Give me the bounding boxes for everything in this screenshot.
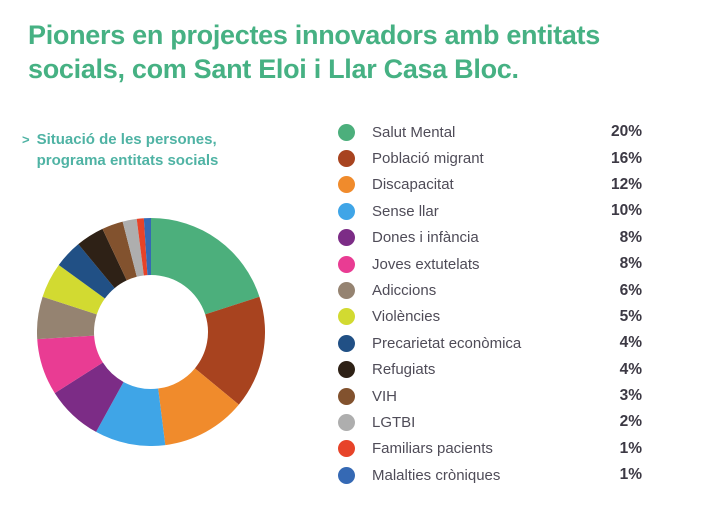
legend-value: 4% xyxy=(619,360,642,378)
legend-item-violencies: Violències 5% xyxy=(338,304,642,330)
chart-legend: Salut Mental 20% Població migrant 16% Discap… xyxy=(338,119,642,488)
donut-segment-familiars-pacients xyxy=(136,218,148,276)
donut-segment-discapacitat xyxy=(158,368,239,446)
legend-value: 16% xyxy=(610,149,642,167)
legend-swatch-familiars-pacients xyxy=(338,440,355,458)
legend-label: Joves extutelats xyxy=(372,255,480,273)
legend-label: Població migrant xyxy=(372,150,484,168)
donut-segment-lgtbi xyxy=(122,218,144,277)
legend-item-dones-i-infancia: Dones i infància 8% xyxy=(338,225,642,251)
legend-item-poblacio-migrant: Població migrant 16% xyxy=(338,145,642,171)
legend-label: Refugiats xyxy=(372,361,436,379)
legend-swatch-malalties-croniques xyxy=(338,466,355,484)
donut-chart xyxy=(37,218,265,446)
legend-label: LGTBI xyxy=(372,413,416,431)
legend-swatch-dones-i-infancia xyxy=(338,229,355,247)
legend-label: Violències xyxy=(372,308,441,326)
legend-swatch-sense-llar xyxy=(338,202,355,220)
legend-item-discapacitat: Discapacitat 12% xyxy=(338,172,642,198)
chart-caption-line-2: programa entitats socials xyxy=(36,152,219,169)
legend-label: Salut Mental xyxy=(372,123,456,141)
chart-caption-line-1: Situació de les persones, xyxy=(36,131,217,148)
legend-label: Adiccions xyxy=(372,282,437,300)
donut-segment-joves-extutelats xyxy=(37,335,103,394)
chevron-right-icon: > xyxy=(22,132,30,147)
legend-value: 8% xyxy=(619,228,642,246)
legend-swatch-poblacio-migrant xyxy=(338,150,355,168)
legend-item-familiars-pacients: Familiars pacients 1% xyxy=(338,436,642,462)
legend-value: 10% xyxy=(610,202,642,220)
legend-swatch-salut-mental xyxy=(338,123,355,141)
legend-value: 1% xyxy=(619,439,642,457)
legend-item-joves-extutelats: Joves extutelats 8% xyxy=(338,251,642,277)
legend-label: Dones i infància xyxy=(372,229,479,247)
donut-segment-violencies xyxy=(42,264,105,315)
legend-swatch-refugiats xyxy=(338,361,355,379)
chart-caption: > Situació de les persones, programa ent… xyxy=(22,129,218,171)
legend-label: Familiars pacients xyxy=(372,440,493,458)
legend-item-refugiats: Refugiats 4% xyxy=(338,357,642,383)
legend-item-adiccions: Adiccions 6% xyxy=(338,277,642,303)
chart-caption-text: Situació de les persones, programa entit… xyxy=(37,129,219,171)
page-title-line-1: Pioners en projectes innovadors amb enti… xyxy=(28,20,600,50)
donut-segment-poblacio-migrant xyxy=(194,296,265,405)
legend-item-malalties-croniques: Malalties cròniques 1% xyxy=(338,462,642,488)
legend-item-salut-mental: Salut Mental 20% xyxy=(338,119,642,145)
legend-swatch-violencies xyxy=(338,308,355,326)
legend-value: 2% xyxy=(619,413,642,431)
donut-segment-sense-llar xyxy=(96,381,166,446)
legend-item-sense-llar: Sense llar 10% xyxy=(338,198,642,224)
legend-swatch-discapacitat xyxy=(338,176,355,194)
legend-item-vih: VIH 3% xyxy=(338,383,642,409)
legend-swatch-precarietat-economica xyxy=(338,334,355,352)
legend-label: Sense llar xyxy=(372,202,439,220)
donut-segment-adiccions xyxy=(37,296,97,340)
legend-value: 1% xyxy=(619,466,642,484)
donut-segment-dones-i-infancia xyxy=(54,362,124,432)
legend-value: 3% xyxy=(619,387,642,405)
legend-label: VIH xyxy=(372,387,398,405)
legend-value: 4% xyxy=(619,334,642,352)
legend-label: Malalties cròniques xyxy=(372,466,501,484)
legend-swatch-adiccions xyxy=(338,282,355,300)
legend-value: 12% xyxy=(610,175,642,193)
donut-segment-malalties-croniques xyxy=(143,218,151,276)
legend-value: 5% xyxy=(619,307,642,325)
legend-swatch-vih xyxy=(338,387,355,405)
page-title-line-2: socials, com Sant Eloi i Llar Casa Bloc. xyxy=(28,54,519,84)
legend-value: 20% xyxy=(610,123,642,141)
legend-item-precarietat-economica: Precarietat econòmica 4% xyxy=(338,330,642,356)
donut-segment-salut-mental xyxy=(151,218,260,315)
page-title: Pioners en projectes innovadors amb enti… xyxy=(28,18,700,86)
legend-swatch-joves-extutelats xyxy=(338,255,355,273)
legend-value: 8% xyxy=(619,255,642,273)
legend-label: Precarietat econòmica xyxy=(372,334,522,352)
donut-segment-precarietat-economica xyxy=(58,244,115,299)
legend-swatch-lgtbi xyxy=(338,413,355,431)
donut-segment-refugiats xyxy=(78,228,127,289)
legend-value: 6% xyxy=(619,281,642,299)
donut-segment-vih xyxy=(102,221,137,281)
legend-item-lgtbi: LGTBI 2% xyxy=(338,409,642,435)
legend-label: Discapacitat xyxy=(372,176,454,194)
